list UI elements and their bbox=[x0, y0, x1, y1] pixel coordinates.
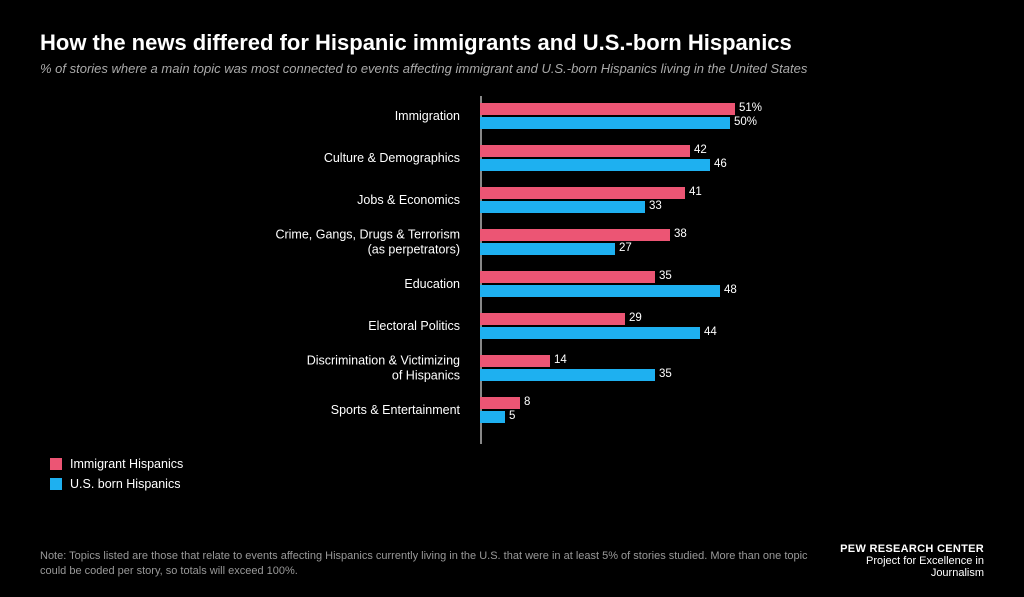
legend-item: Immigrant Hispanics bbox=[50, 457, 183, 471]
chart-row: Sports & Entertainment85 bbox=[40, 390, 984, 432]
bar-value: 27 bbox=[619, 242, 632, 254]
chart-row: Discrimination & Victimizingof Hispanics… bbox=[40, 348, 984, 390]
legend-label: U.S. born Hispanics bbox=[70, 477, 180, 491]
bar-value: 46 bbox=[714, 158, 727, 170]
bar-usborn: 48 bbox=[480, 285, 720, 297]
bar-value: 5 bbox=[509, 410, 515, 422]
bar-group: 3827 bbox=[480, 222, 1000, 264]
category-label: Education bbox=[40, 277, 470, 293]
bar-value: 42 bbox=[694, 144, 707, 156]
bar-immigrant: 14 bbox=[480, 355, 550, 367]
footnote: Note: Topics listed are those that relat… bbox=[40, 549, 820, 579]
bar-usborn: 5 bbox=[480, 411, 505, 423]
bar-value: 51% bbox=[739, 102, 762, 114]
chart-row: Immigration51%50% bbox=[40, 96, 984, 138]
legend-label: Immigrant Hispanics bbox=[70, 457, 183, 471]
chart-row: Crime, Gangs, Drugs & Terrorism(as perpe… bbox=[40, 222, 984, 264]
chart-plot-area: Immigration51%50%Culture & Demographics4… bbox=[40, 96, 984, 476]
bar-value: 14 bbox=[554, 354, 567, 366]
category-label: Culture & Demographics bbox=[40, 151, 470, 167]
bar-group: 4133 bbox=[480, 180, 1000, 222]
logo-line-1: PEW RESEARCH CENTER bbox=[820, 543, 984, 555]
chart-row: Culture & Demographics 42 46 bbox=[40, 138, 984, 180]
bar-usborn: 27 bbox=[480, 243, 615, 255]
category-label: Crime, Gangs, Drugs & Terrorism(as perpe… bbox=[40, 227, 470, 258]
bar-group: 35 48 bbox=[480, 264, 1000, 306]
chart-row: Education 35 48 bbox=[40, 264, 984, 306]
legend-swatch bbox=[50, 458, 62, 470]
bar-value: 35 bbox=[659, 368, 672, 380]
logo-line-2: Project for Excellence in Journalism bbox=[820, 555, 984, 579]
chart-container: How the news differed for Hispanic immig… bbox=[0, 0, 1024, 597]
chart-subtitle: % of stories where a main topic was most… bbox=[40, 60, 940, 78]
bar-value: 48 bbox=[724, 284, 737, 296]
bar-value: 35 bbox=[659, 270, 672, 282]
bar-immigrant: 35 bbox=[480, 271, 655, 283]
bar-value: 44 bbox=[704, 326, 717, 338]
legend-item: U.S. born Hispanics bbox=[50, 477, 183, 491]
bar-group: 29 44 bbox=[480, 306, 1000, 348]
chart-row: Jobs & Economics4133 bbox=[40, 180, 984, 222]
bar-usborn: 33 bbox=[480, 201, 645, 213]
bar-value: 29 bbox=[629, 312, 642, 324]
bar-usborn: 50% bbox=[480, 117, 730, 129]
legend: Immigrant Hispanics U.S. born Hispanics bbox=[50, 457, 183, 497]
bar-usborn: 46 bbox=[480, 159, 710, 171]
bar-value: 41 bbox=[689, 186, 702, 198]
bar-group: 14 35 bbox=[480, 348, 1000, 390]
category-label: Electoral Politics bbox=[40, 319, 470, 335]
category-label: Immigration bbox=[40, 109, 470, 125]
bar-immigrant: 8 bbox=[480, 397, 520, 409]
bar-value: 50% bbox=[734, 116, 757, 128]
bar-immigrant: 29 bbox=[480, 313, 625, 325]
bar-immigrant: 51% bbox=[480, 103, 735, 115]
bar-usborn: 35 bbox=[480, 369, 655, 381]
bar-value: 38 bbox=[674, 228, 687, 240]
bar-group: 42 46 bbox=[480, 138, 1000, 180]
category-label: Jobs & Economics bbox=[40, 193, 470, 209]
bar-value: 8 bbox=[524, 396, 530, 408]
bar-immigrant: 41 bbox=[480, 187, 685, 199]
bar-immigrant: 42 bbox=[480, 145, 690, 157]
source-logo: PEW RESEARCH CENTER Project for Excellen… bbox=[820, 543, 984, 579]
bar-group: 85 bbox=[480, 390, 1000, 432]
chart-row: Electoral Politics 29 44 bbox=[40, 306, 984, 348]
category-label: Discrimination & Victimizingof Hispanics bbox=[40, 353, 470, 384]
legend-swatch bbox=[50, 478, 62, 490]
bar-immigrant: 38 bbox=[480, 229, 670, 241]
chart-title: How the news differed for Hispanic immig… bbox=[40, 30, 984, 56]
bar-usborn: 44 bbox=[480, 327, 700, 339]
footer: Note: Topics listed are those that relat… bbox=[40, 543, 984, 579]
category-label: Sports & Entertainment bbox=[40, 403, 470, 419]
bar-value: 33 bbox=[649, 200, 662, 212]
bar-group: 51%50% bbox=[480, 96, 1000, 138]
